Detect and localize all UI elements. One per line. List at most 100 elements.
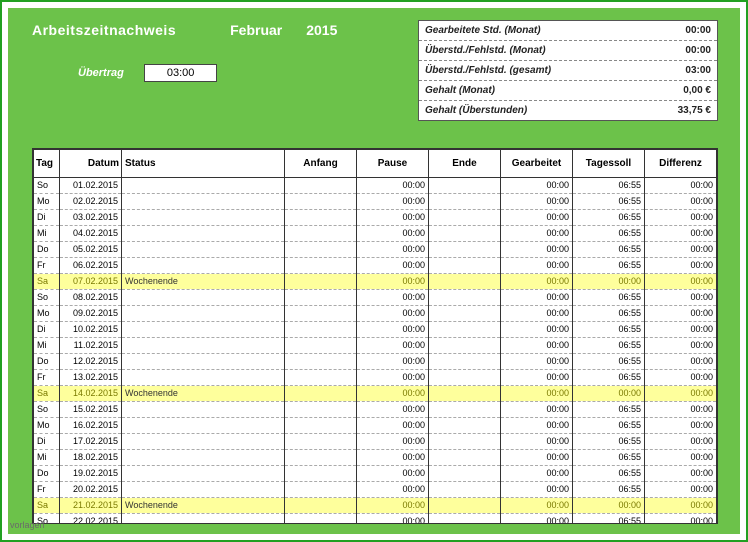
ende-cell[interactable] xyxy=(429,210,501,226)
tagessoll-cell[interactable]: 06:55 xyxy=(573,322,645,338)
tag[interactable]: Mo xyxy=(34,418,60,434)
tagessoll-cell[interactable]: 06:55 xyxy=(573,466,645,482)
anfang-cell[interactable] xyxy=(285,338,357,354)
status[interactable] xyxy=(122,290,285,306)
anfang-cell[interactable] xyxy=(285,258,357,274)
datum[interactable]: 11.02.2015 xyxy=(60,338,122,354)
tag[interactable]: Sa xyxy=(34,274,60,290)
status[interactable] xyxy=(122,306,285,322)
gearbeitet-cell[interactable]: 00:00 xyxy=(501,514,573,525)
differenz-cell[interactable]: 00:00 xyxy=(645,466,717,482)
table-row[interactable]: Do19.02.201500:0000:0006:5500:00 xyxy=(34,466,717,482)
ende-cell[interactable] xyxy=(429,370,501,386)
gearbeitet-cell[interactable]: 00:00 xyxy=(501,354,573,370)
status[interactable] xyxy=(122,402,285,418)
tagessoll-cell[interactable]: 06:55 xyxy=(573,338,645,354)
pause-cell[interactable]: 00:00 xyxy=(357,498,429,514)
gearbeitet-cell[interactable]: 00:00 xyxy=(501,434,573,450)
table-row[interactable]: Mi11.02.201500:0000:0006:5500:00 xyxy=(34,338,717,354)
anfang-cell[interactable] xyxy=(285,466,357,482)
pause-cell[interactable]: 00:00 xyxy=(357,466,429,482)
tagessoll-cell[interactable]: 06:55 xyxy=(573,290,645,306)
pause-cell[interactable]: 00:00 xyxy=(357,450,429,466)
table-row[interactable]: So01.02.201500:0000:0006:5500:00 xyxy=(34,178,717,194)
datum[interactable]: 14.02.2015 xyxy=(60,386,122,402)
tag[interactable]: So xyxy=(34,402,60,418)
differenz-cell[interactable]: 00:00 xyxy=(645,178,717,194)
tag[interactable]: Mi xyxy=(34,450,60,466)
pause-cell[interactable]: 00:00 xyxy=(357,514,429,525)
status[interactable] xyxy=(122,354,285,370)
differenz-cell[interactable]: 00:00 xyxy=(645,370,717,386)
status[interactable] xyxy=(122,434,285,450)
tagessoll-cell[interactable]: 06:55 xyxy=(573,418,645,434)
tag[interactable]: Di xyxy=(34,434,60,450)
ende-cell[interactable] xyxy=(429,290,501,306)
differenz-cell[interactable]: 00:00 xyxy=(645,322,717,338)
datum[interactable]: 06.02.2015 xyxy=(60,258,122,274)
status[interactable] xyxy=(122,370,285,386)
gearbeitet-cell[interactable]: 00:00 xyxy=(501,482,573,498)
ende-cell[interactable] xyxy=(429,466,501,482)
datum[interactable]: 10.02.2015 xyxy=(60,322,122,338)
anfang-cell[interactable] xyxy=(285,370,357,386)
anfang-cell[interactable] xyxy=(285,226,357,242)
gearbeitet-cell[interactable]: 00:00 xyxy=(501,194,573,210)
tagessoll-cell[interactable]: 06:55 xyxy=(573,450,645,466)
datum[interactable]: 01.02.2015 xyxy=(60,178,122,194)
ende-cell[interactable] xyxy=(429,498,501,514)
status[interactable]: Wochenende xyxy=(122,386,285,402)
pause-cell[interactable]: 00:00 xyxy=(357,306,429,322)
ende-cell[interactable] xyxy=(429,386,501,402)
anfang-cell[interactable] xyxy=(285,354,357,370)
datum[interactable]: 19.02.2015 xyxy=(60,466,122,482)
ende-cell[interactable] xyxy=(429,194,501,210)
pause-cell[interactable]: 00:00 xyxy=(357,322,429,338)
tagessoll-cell[interactable]: 06:55 xyxy=(573,194,645,210)
tagessoll-cell[interactable]: 00:00 xyxy=(573,386,645,402)
anfang-cell[interactable] xyxy=(285,498,357,514)
ende-cell[interactable] xyxy=(429,514,501,525)
datum[interactable]: 04.02.2015 xyxy=(60,226,122,242)
table-row[interactable]: Mo16.02.201500:0000:0006:5500:00 xyxy=(34,418,717,434)
differenz-cell[interactable]: 00:00 xyxy=(645,290,717,306)
pause-cell[interactable]: 00:00 xyxy=(357,402,429,418)
tagessoll-cell[interactable]: 06:55 xyxy=(573,258,645,274)
status[interactable] xyxy=(122,210,285,226)
status[interactable] xyxy=(122,194,285,210)
datum[interactable]: 15.02.2015 xyxy=(60,402,122,418)
table-row[interactable]: Mo09.02.201500:0000:0006:5500:00 xyxy=(34,306,717,322)
gearbeitet-cell[interactable]: 00:00 xyxy=(501,322,573,338)
ende-cell[interactable] xyxy=(429,338,501,354)
tagessoll-cell[interactable]: 06:55 xyxy=(573,354,645,370)
differenz-cell[interactable]: 00:00 xyxy=(645,258,717,274)
gearbeitet-cell[interactable]: 00:00 xyxy=(501,274,573,290)
gearbeitet-cell[interactable]: 00:00 xyxy=(501,338,573,354)
pause-cell[interactable]: 00:00 xyxy=(357,338,429,354)
status[interactable] xyxy=(122,450,285,466)
status[interactable] xyxy=(122,226,285,242)
pause-cell[interactable]: 00:00 xyxy=(357,242,429,258)
anfang-cell[interactable] xyxy=(285,418,357,434)
gearbeitet-cell[interactable]: 00:00 xyxy=(501,226,573,242)
anfang-cell[interactable] xyxy=(285,434,357,450)
datum[interactable]: 16.02.2015 xyxy=(60,418,122,434)
tag[interactable]: Mo xyxy=(34,306,60,322)
status[interactable] xyxy=(122,466,285,482)
table-row[interactable]: So22.02.201500:0000:0006:5500:00 xyxy=(34,514,717,525)
table-row[interactable]: Mi18.02.201500:0000:0006:5500:00 xyxy=(34,450,717,466)
tagessoll-cell[interactable]: 00:00 xyxy=(573,274,645,290)
ende-cell[interactable] xyxy=(429,226,501,242)
ende-cell[interactable] xyxy=(429,242,501,258)
gearbeitet-cell[interactable]: 00:00 xyxy=(501,306,573,322)
gearbeitet-cell[interactable]: 00:00 xyxy=(501,242,573,258)
tag[interactable]: Di xyxy=(34,322,60,338)
tag[interactable]: Mi xyxy=(34,226,60,242)
differenz-cell[interactable]: 00:00 xyxy=(645,434,717,450)
tagessoll-cell[interactable]: 06:55 xyxy=(573,482,645,498)
differenz-cell[interactable]: 00:00 xyxy=(645,274,717,290)
gearbeitet-cell[interactable]: 00:00 xyxy=(501,290,573,306)
status[interactable] xyxy=(122,178,285,194)
gearbeitet-cell[interactable]: 00:00 xyxy=(501,370,573,386)
anfang-cell[interactable] xyxy=(285,322,357,338)
